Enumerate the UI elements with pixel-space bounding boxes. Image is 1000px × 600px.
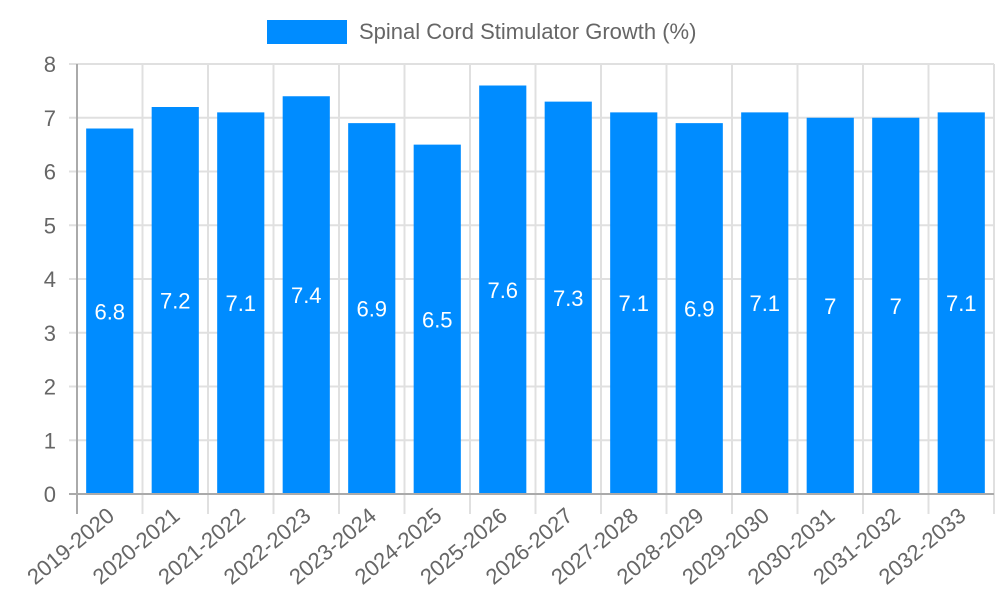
y-tick-label: 2 bbox=[44, 375, 56, 400]
legend-label: Spinal Cord Stimulator Growth (%) bbox=[359, 19, 697, 44]
bar[interactable] bbox=[348, 123, 396, 494]
bar[interactable] bbox=[806, 117, 854, 494]
bar-value-label: 7.6 bbox=[487, 278, 518, 303]
bar-value-label: 6.5 bbox=[422, 307, 453, 332]
bar-value-label: 7.1 bbox=[946, 291, 977, 316]
legend-swatch bbox=[267, 20, 347, 44]
y-tick-label: 8 bbox=[44, 52, 56, 77]
bar[interactable] bbox=[741, 112, 789, 494]
bar[interactable] bbox=[544, 101, 592, 494]
bar-value-label: 7.3 bbox=[553, 286, 584, 311]
bar-value-label: 6.9 bbox=[356, 297, 387, 322]
bar[interactable] bbox=[872, 117, 920, 494]
bar[interactable] bbox=[151, 107, 199, 494]
bar[interactable] bbox=[479, 85, 527, 495]
y-tick-label: 4 bbox=[44, 267, 56, 292]
bar-value-label: 7.4 bbox=[291, 283, 322, 308]
y-tick-label: 0 bbox=[44, 482, 56, 507]
bar[interactable] bbox=[413, 144, 461, 494]
bar-value-label: 6.9 bbox=[684, 297, 715, 322]
chart-legend[interactable]: Spinal Cord Stimulator Growth (%) bbox=[267, 18, 696, 46]
y-tick-label: 1 bbox=[44, 428, 56, 453]
bar-value-label: 7.1 bbox=[749, 291, 780, 316]
bar-value-label: 7.1 bbox=[225, 291, 256, 316]
bar-value-label: 7 bbox=[890, 294, 902, 319]
y-tick-label: 6 bbox=[44, 160, 56, 185]
y-tick-label: 5 bbox=[44, 213, 56, 238]
bar-value-label: 7 bbox=[824, 294, 836, 319]
bar-value-label: 7.2 bbox=[160, 289, 191, 314]
bar[interactable] bbox=[610, 112, 658, 494]
bar[interactable] bbox=[282, 96, 330, 494]
bar-value-label: 6.8 bbox=[94, 299, 125, 324]
bar-value-label: 7.1 bbox=[618, 291, 649, 316]
bar[interactable] bbox=[217, 112, 265, 494]
bar[interactable] bbox=[86, 128, 134, 495]
bar[interactable] bbox=[937, 112, 985, 494]
y-tick-label: 7 bbox=[44, 106, 56, 131]
y-tick-label: 3 bbox=[44, 321, 56, 346]
bar[interactable] bbox=[675, 123, 723, 494]
